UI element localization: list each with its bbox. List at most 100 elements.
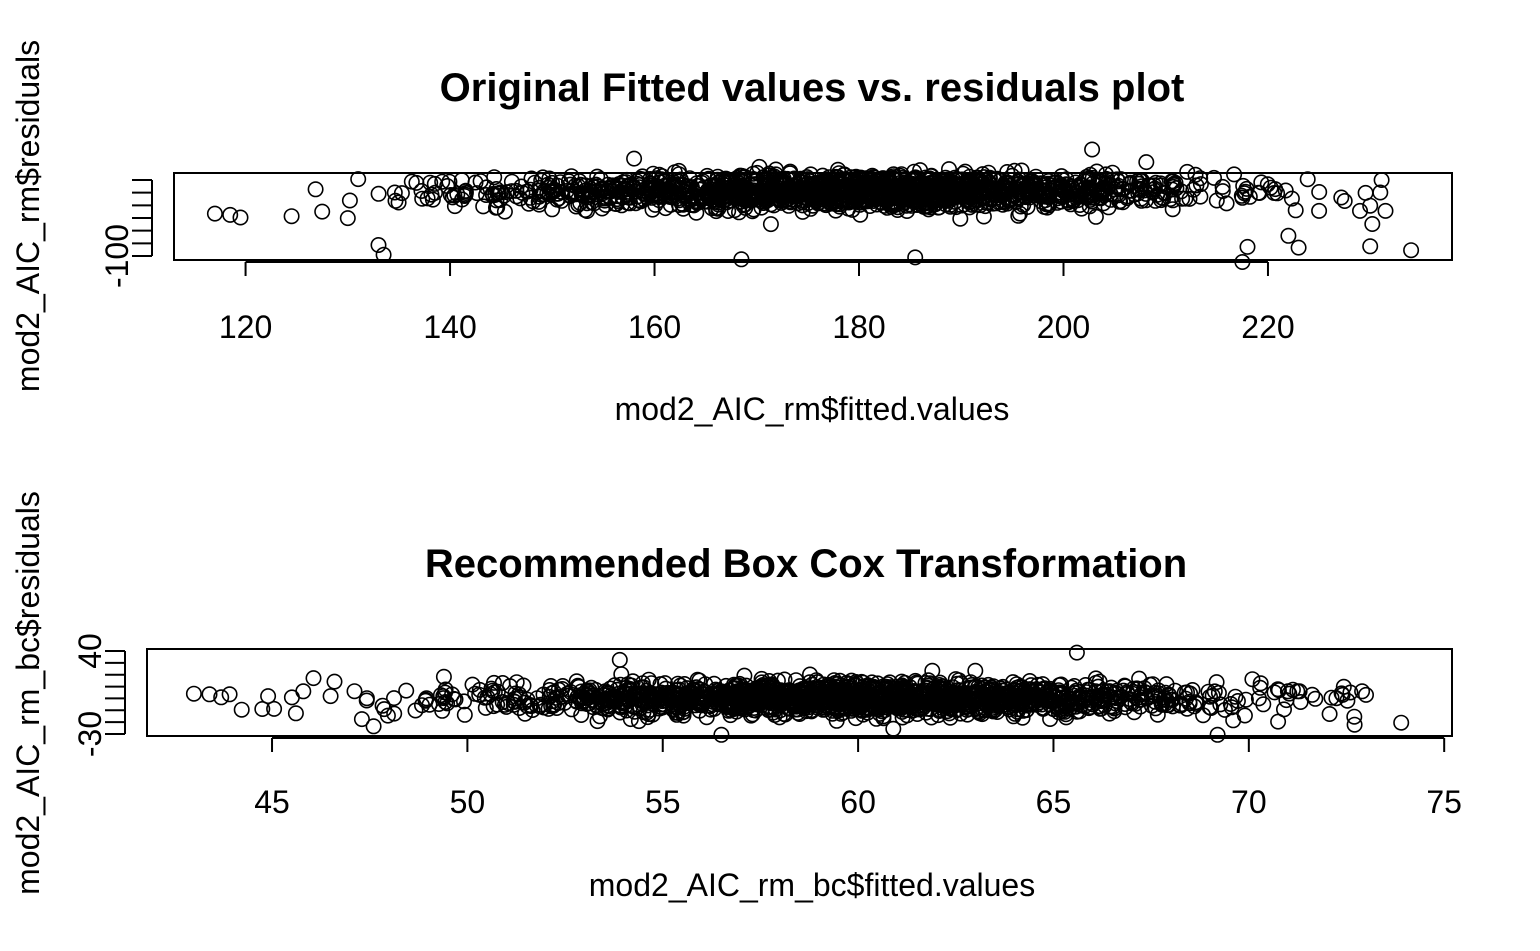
data-point	[974, 688, 991, 705]
data-point	[809, 674, 826, 691]
data-point	[733, 167, 750, 184]
data-point	[1362, 238, 1379, 255]
data-point	[649, 181, 666, 198]
data-point	[567, 692, 584, 709]
data-point	[390, 194, 407, 211]
data-point	[1085, 175, 1102, 192]
data-point	[835, 692, 852, 709]
data-point	[940, 183, 957, 200]
data-point	[562, 188, 579, 205]
data-point	[907, 172, 924, 189]
data-point	[897, 184, 914, 201]
data-point	[1117, 699, 1134, 716]
data-point	[1307, 690, 1324, 707]
data-point	[689, 194, 706, 211]
data-point	[553, 192, 570, 209]
x-axis: 120 140 160 180 200 220	[219, 261, 1295, 345]
data-point	[960, 696, 977, 713]
data-point	[946, 169, 963, 186]
x-tick-label: 55	[645, 784, 681, 820]
data-point	[1333, 189, 1350, 206]
data-point	[981, 169, 998, 186]
data-point	[1186, 698, 1203, 715]
data-point	[1011, 683, 1028, 700]
data-point	[662, 196, 679, 213]
data-point	[407, 702, 424, 719]
data-point	[707, 200, 724, 217]
data-point	[719, 174, 736, 191]
data-point	[583, 177, 600, 194]
data-point	[609, 681, 626, 698]
y-axis: -30 40	[72, 633, 126, 757]
x-tick-label: 65	[1036, 784, 1072, 820]
data-point	[496, 203, 513, 220]
data-point	[617, 181, 634, 198]
data-point	[488, 181, 505, 198]
data-point	[1323, 689, 1340, 706]
data-point	[1137, 684, 1154, 701]
data-point	[1092, 173, 1109, 190]
data-point	[626, 150, 643, 167]
data-point	[295, 683, 312, 700]
data-point	[902, 692, 919, 709]
data-point	[1101, 705, 1118, 722]
data-point	[827, 192, 844, 209]
data-point	[1299, 171, 1316, 188]
x-axis: 45 50 55 60 65 70 75	[254, 737, 1462, 820]
data-point	[1079, 180, 1096, 197]
data-point	[254, 700, 271, 717]
data-point	[618, 679, 635, 696]
data-point	[467, 174, 484, 191]
data-point	[794, 189, 811, 206]
data-point	[854, 687, 871, 704]
data-point	[917, 194, 934, 211]
data-point	[1071, 703, 1088, 720]
data-point	[1165, 176, 1182, 193]
data-point	[1038, 691, 1055, 708]
data-point	[1052, 179, 1069, 196]
data-point	[1141, 177, 1158, 194]
data-point	[747, 188, 764, 205]
data-point	[920, 672, 937, 689]
y-tick-label: -100	[99, 224, 135, 288]
data-point	[1012, 178, 1029, 195]
data-point	[386, 184, 403, 201]
data-point	[931, 701, 948, 718]
data-point	[645, 165, 662, 182]
data-point	[353, 711, 370, 728]
data-point	[213, 689, 230, 706]
data-point	[1209, 726, 1226, 743]
data-point	[911, 683, 928, 700]
data-point	[860, 700, 877, 717]
data-point	[1092, 690, 1109, 707]
data-point	[414, 190, 431, 207]
data-point	[1287, 202, 1304, 219]
data-point	[1149, 706, 1166, 723]
y-axis: -100	[99, 179, 153, 288]
data-point	[968, 700, 985, 717]
data-point	[717, 172, 734, 189]
data-point	[1236, 707, 1253, 724]
data-point	[634, 168, 651, 185]
data-point	[1063, 679, 1080, 696]
data-point	[633, 687, 650, 704]
data-point	[484, 186, 501, 203]
data-point	[1237, 691, 1254, 708]
data-point	[952, 210, 969, 227]
data-point	[1019, 177, 1036, 194]
data-point	[370, 237, 387, 254]
data-point	[948, 199, 965, 216]
data-point	[907, 672, 924, 689]
data-point	[844, 201, 861, 218]
data-point	[503, 173, 520, 190]
y-tick-label: -30	[72, 711, 108, 757]
data-point	[898, 191, 915, 208]
data-point	[1084, 141, 1101, 158]
data-point	[1155, 190, 1172, 207]
data-point	[1041, 195, 1058, 212]
data-point	[595, 686, 612, 703]
data-point	[1262, 179, 1279, 196]
data-points	[185, 644, 1410, 743]
data-point	[365, 718, 382, 735]
data-point	[437, 684, 454, 701]
